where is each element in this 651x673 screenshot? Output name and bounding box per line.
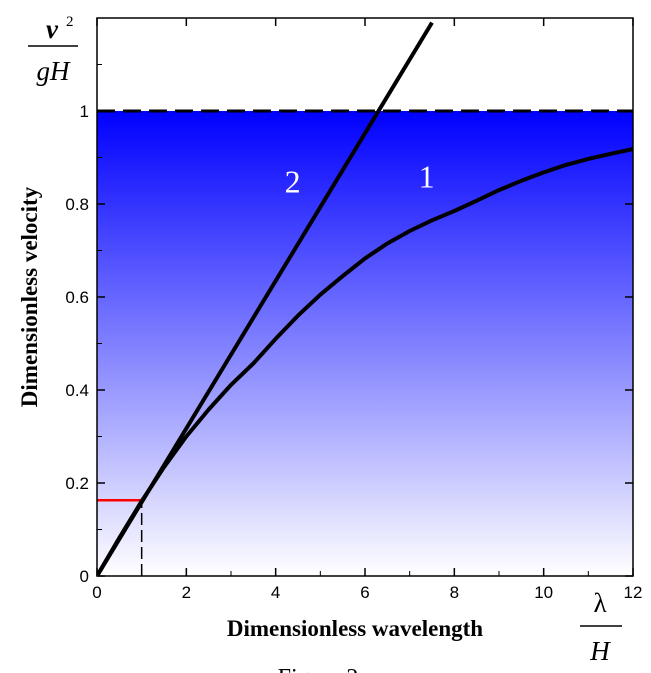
y-tick-label: 0 xyxy=(80,567,89,586)
x-tick-label: 8 xyxy=(450,583,459,602)
y-unit-fraction: v 2 gH xyxy=(28,14,78,86)
y-fraction-denominator: gH xyxy=(37,56,72,86)
y-tick-label: 0.4 xyxy=(65,381,89,400)
y-tick-label: 1 xyxy=(80,102,89,121)
series-2-line xyxy=(97,21,434,576)
x-tick-label: 6 xyxy=(360,583,369,602)
x-tick-label: 10 xyxy=(534,583,553,602)
figure-caption: Figure 2 xyxy=(278,665,359,673)
y-axis-title: Dimensionless velocity xyxy=(17,186,42,407)
y-fraction-numerator: v xyxy=(46,14,59,44)
series-1-line xyxy=(97,147,633,576)
y-tick-label: 0.8 xyxy=(65,195,89,214)
x-tick-label: 12 xyxy=(624,583,643,602)
x-tick-label: 0 xyxy=(92,583,101,602)
x-unit-fraction: λ H xyxy=(580,588,622,666)
velocity-gradient-area xyxy=(97,111,633,576)
y-fraction-exponent: 2 xyxy=(66,14,74,30)
x-axis-title: Dimensionless wavelength xyxy=(227,616,483,641)
y-tick-label: 0.2 xyxy=(65,474,89,493)
y-tick-label: 0.6 xyxy=(65,288,89,307)
x-fraction-numerator: λ xyxy=(593,588,606,618)
curve-label-2: 2 xyxy=(285,163,301,199)
x-tick-label: 2 xyxy=(182,583,191,602)
curve-label-1: 1 xyxy=(419,159,435,195)
x-fraction-denominator: H xyxy=(589,636,611,666)
x-tick-label: 4 xyxy=(271,583,280,602)
